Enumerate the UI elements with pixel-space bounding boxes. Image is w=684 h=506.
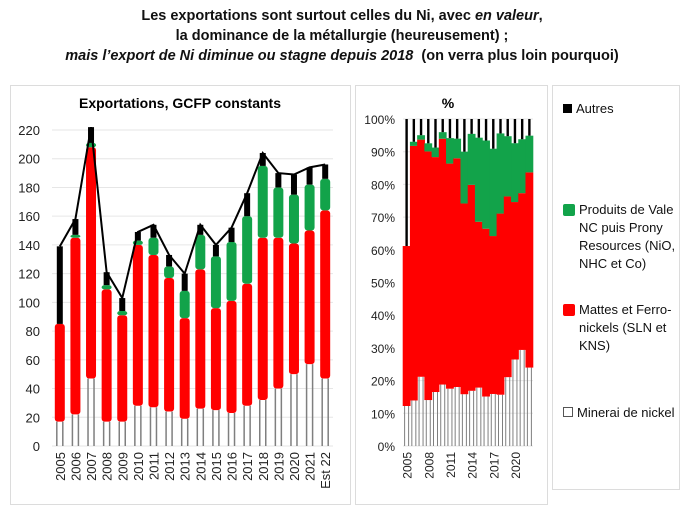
legend-item-minerai: Minerai de nickel [563, 404, 681, 422]
legend-item-autres: Autres [563, 100, 684, 118]
chart-title-line1: Les exportations sont surtout celles du … [0, 6, 684, 26]
title-emphasis: en valeur [474, 8, 539, 24]
legend-label: Produits de Vale NC puis Prony Resources… [579, 202, 676, 271]
legend-swatch-vale [563, 204, 575, 216]
absolute-chart-panel [10, 85, 351, 505]
legend-swatch-minerai [563, 407, 573, 417]
legend-swatch-mattes [563, 304, 575, 316]
chart-title-line3: mais l’export de Ni diminue ou stagne de… [0, 46, 684, 66]
title-text: (on verra plus loin pourquoi) [413, 48, 619, 64]
chart-title-line2: la dominance de la métallurgie (heureuse… [175, 28, 509, 44]
title-text: , [538, 8, 543, 24]
title-emphasis: mais l’export de Ni diminue ou stagne de… [65, 48, 414, 64]
percent-chart-panel [355, 85, 548, 505]
legend-item-vale: Produits de Vale NC puis Prony Resources… [563, 201, 684, 273]
legend-label: Autres [576, 101, 614, 116]
legend-label: Minerai de nickel [577, 405, 675, 420]
legend-label: Mattes et Ferro-nickels (SLN et KNS) [579, 302, 672, 353]
title-text: Les exportations sont surtout celles du … [141, 8, 475, 24]
legend-panel: Autres Produits de Vale NC puis Prony Re… [552, 85, 680, 490]
legend-item-mattes: Mattes et Ferro-nickels (SLN et KNS) [563, 301, 684, 355]
legend-swatch-autres [563, 104, 572, 113]
